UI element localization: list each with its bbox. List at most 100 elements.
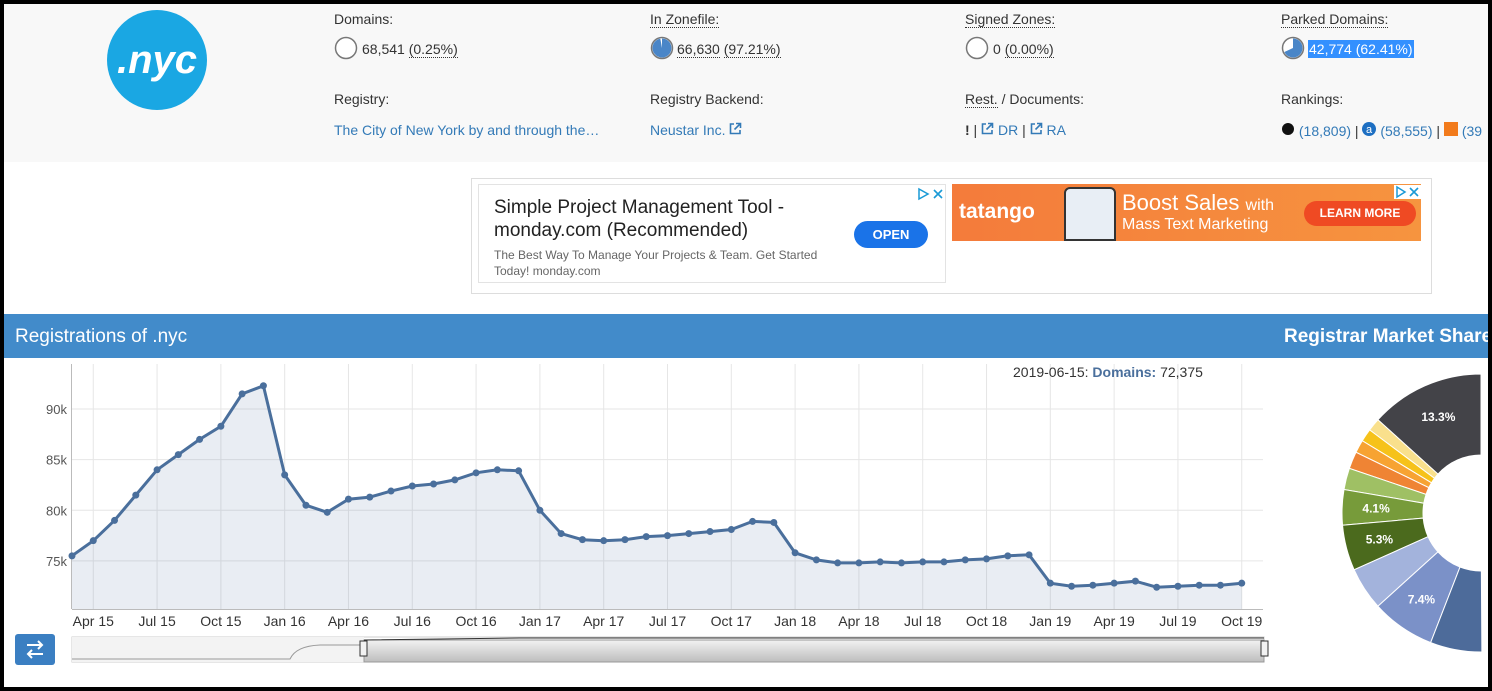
- point: [834, 559, 842, 567]
- point: [983, 555, 991, 563]
- ad-banner[interactable]: tatango Boost Sales with Mass Text Marke…: [952, 184, 1421, 241]
- navigator-handle[interactable]: [1260, 640, 1269, 657]
- area: [72, 385, 1242, 609]
- x-tick-label: Jan 19: [1029, 613, 1071, 629]
- rank-link[interactable]: (58,555): [1380, 123, 1433, 139]
- point: [791, 549, 799, 557]
- stat-icon: [965, 36, 989, 60]
- ad-button[interactable]: OPEN: [854, 221, 928, 248]
- navigator-mask: [72, 637, 364, 662]
- ad-with: with: [1245, 197, 1274, 214]
- point: [451, 476, 459, 484]
- logo: .nyc: [107, 10, 207, 110]
- point: [642, 533, 650, 541]
- x-tick-label: Apr 15: [73, 613, 114, 629]
- doc-link[interactable]: RA: [1030, 122, 1066, 138]
- stat-value: 66,630 (97.21%): [677, 41, 781, 58]
- stat-icon: [334, 36, 358, 60]
- point: [685, 530, 693, 538]
- x-tick-label: Oct 15: [200, 613, 241, 629]
- point: [812, 556, 820, 564]
- point: [1089, 581, 1097, 589]
- y-tick-label: 85k: [46, 453, 67, 468]
- ad-phone: [1064, 187, 1116, 241]
- pie-label: 7.4%: [1408, 592, 1436, 606]
- ad-card[interactable]: Simple Project Management Tool - monday.…: [478, 184, 946, 283]
- navigator-handle[interactable]: [359, 640, 368, 657]
- swap-icon: [26, 640, 44, 659]
- point: [855, 559, 863, 567]
- stat-value: 68,541 (0.25%): [362, 41, 458, 58]
- x-tick-label: Jul 19: [1159, 613, 1197, 629]
- point: [706, 528, 714, 536]
- x-tick-label: Jul 17: [649, 613, 687, 629]
- rank-link[interactable]: (18,809): [1298, 123, 1352, 139]
- rank-icon: [1443, 122, 1458, 136]
- point: [1025, 551, 1033, 559]
- point: [281, 471, 289, 479]
- point: [1216, 581, 1224, 589]
- backend-link[interactable]: Neustar Inc.: [650, 122, 742, 138]
- swap-button[interactable]: [15, 634, 55, 665]
- point: [940, 558, 948, 566]
- tooltip-series: Domains:: [1092, 364, 1156, 380]
- tooltip: 2019-06-15: Domains: 72,375: [1013, 364, 1203, 380]
- point: [919, 558, 927, 566]
- point: [217, 422, 225, 430]
- point: [174, 451, 182, 459]
- point: [1174, 582, 1182, 590]
- stat-label: In Zonefile:: [650, 11, 720, 28]
- point: [961, 556, 969, 564]
- point: [302, 501, 310, 509]
- pie-label: 4.1%: [1362, 502, 1390, 516]
- line-chart: 75k 80k 85k 90k Apr 15 Jul 15 Oct 15 Jan 16 Apr …: [46, 364, 1263, 629]
- point: [1046, 579, 1054, 587]
- x-tick-label: Jan 16: [264, 613, 306, 629]
- point: [259, 382, 267, 390]
- line: [71, 383, 1242, 589]
- stat-number: 66,630: [677, 41, 720, 58]
- point: [1195, 581, 1203, 589]
- point: [876, 558, 884, 566]
- ad-choices[interactable]: [917, 187, 945, 201]
- point: [111, 516, 119, 524]
- rank-icon: a: [1362, 122, 1377, 136]
- documents-label: / Documents:: [1001, 91, 1085, 107]
- x-tick-label: Jan 17: [519, 613, 561, 629]
- point: [493, 466, 501, 474]
- stat-percent: (97.21%): [723, 41, 781, 58]
- pie-label: 5.3%: [1366, 532, 1394, 546]
- x-tick-label: Oct 18: [966, 613, 1007, 629]
- field-label: Registry Backend:: [650, 91, 764, 107]
- x-tick-label: Oct 19: [1221, 613, 1262, 629]
- external-icon: [981, 122, 994, 135]
- point: [621, 536, 629, 544]
- ad-choices[interactable]: [1394, 185, 1421, 199]
- point: [1004, 552, 1012, 560]
- x-tick-label: Apr 17: [583, 613, 624, 629]
- point: [366, 493, 374, 501]
- ad-headline: Boost Sales with: [1122, 190, 1274, 216]
- registry-link[interactable]: The City of New York by and through the…: [334, 122, 600, 138]
- rank-link[interactable]: (39: [1461, 123, 1483, 139]
- stat-percent: (0.00%): [1004, 41, 1054, 58]
- stat-number: 0: [993, 41, 1001, 57]
- section-title: Registrations of .nyc: [15, 326, 188, 347]
- backend-name[interactable]: Neustar Inc.: [650, 122, 726, 138]
- ad-area: [471, 178, 1432, 294]
- navigator-selection[interactable]: [363, 639, 1265, 663]
- ad-button[interactable]: LEARN MORE: [1304, 201, 1416, 226]
- point: [238, 390, 246, 398]
- x-tick-label: Jul 16: [394, 613, 432, 629]
- pie-chart: 13.3% 4.1% 5.3% 7.4%: [1341, 373, 1483, 653]
- tooltip-value: 72,375: [1160, 364, 1203, 380]
- doc-name[interactable]: DR: [997, 122, 1019, 138]
- doc-name[interactable]: RA: [1046, 122, 1066, 138]
- stat-value-selected: 42,774 (62.41%): [1308, 40, 1414, 58]
- ad-title[interactable]: Simple Project Management Tool - monday.…: [494, 197, 785, 241]
- tooltip-date: 2019-06-15:: [1013, 364, 1089, 380]
- point: [664, 532, 671, 540]
- stat-label: Domains:: [334, 11, 394, 27]
- doc-link[interactable]: DR: [981, 122, 1018, 138]
- pie-slice: [1429, 566, 1483, 653]
